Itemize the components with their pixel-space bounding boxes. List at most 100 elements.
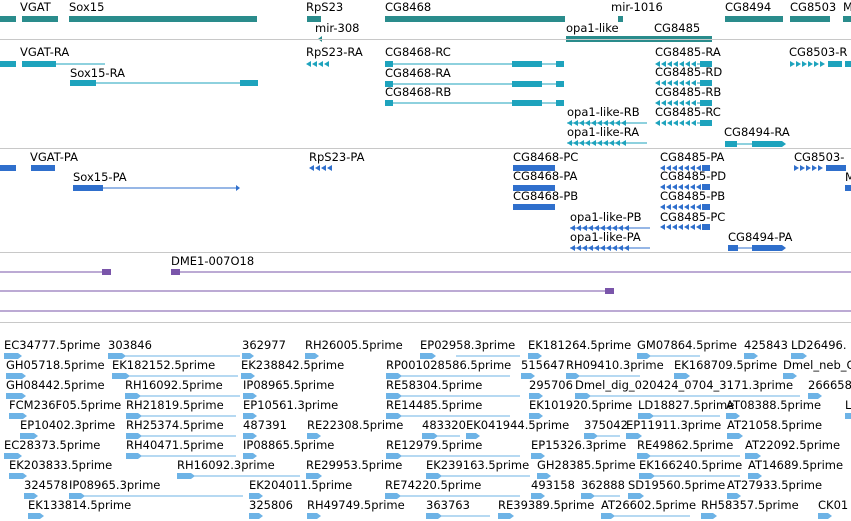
transcript-label[interactable]: CG8468-RA	[385, 66, 451, 80]
est-label[interactable]: LD26496.	[791, 338, 847, 352]
est-label[interactable]: GM07864.5prime	[637, 338, 737, 352]
est-label[interactable]: EP11911.3prime	[626, 418, 722, 432]
est-label[interactable]: RH25374.5prime	[126, 418, 224, 432]
est-label[interactable]: RH16092.5prime	[125, 378, 223, 392]
protein-label[interactable]: CG8485-PA	[660, 150, 725, 164]
gene-label[interactable]: VGAT	[20, 0, 51, 14]
est-label[interactable]: 363763	[426, 498, 470, 512]
est-label[interactable]: EK181264.5prime	[528, 338, 632, 352]
est-label[interactable]: EK182152.5prime	[112, 358, 216, 372]
est-label[interactable]: EP10402.3prime	[20, 418, 116, 432]
gene-label[interactable]: mir-1016	[611, 0, 663, 14]
protein-label[interactable]: M	[845, 170, 851, 184]
gene-label[interactable]: mir-308	[315, 21, 360, 35]
est-label[interactable]: RH21819.5prime	[126, 398, 224, 412]
est-label[interactable]: EC34777.5prime	[4, 338, 101, 352]
est-label[interactable]: GH05718.5prime	[6, 358, 105, 372]
transcript-label[interactable]: CG8485-RB	[655, 85, 722, 99]
est-label[interactable]: 425843	[744, 338, 788, 352]
est-label[interactable]: RH40471.5prime	[126, 438, 224, 452]
transcript-label[interactable]: CG8485-RC	[655, 105, 721, 119]
protein-label[interactable]: Sox15-PA	[73, 170, 127, 184]
est-label[interactable]: 362888	[581, 478, 625, 492]
protein-label[interactable]: CG8503-	[794, 150, 845, 164]
est-label[interactable]: L	[845, 398, 851, 412]
transcript-label[interactable]: RpS23-RA	[306, 45, 363, 59]
protein-label[interactable]: opa1-like-PA	[570, 230, 641, 244]
gene-label[interactable]: M	[843, 0, 851, 14]
est-label[interactable]: EK133814.5prime	[28, 498, 132, 512]
est-label[interactable]: EK166240.5prime	[639, 458, 743, 472]
transcript-label[interactable]: Sox15-RA	[70, 66, 125, 80]
est-label[interactable]: 375042	[584, 418, 628, 432]
est-label[interactable]: 303846	[108, 338, 152, 352]
est-label[interactable]: 515647	[521, 358, 565, 372]
est-label[interactable]: RE12979.5prime	[386, 438, 483, 452]
est-label[interactable]: AT26602.5prime	[601, 498, 697, 512]
est-label[interactable]: RH16092.3prime	[177, 458, 275, 472]
est-label[interactable]: RE14485.5prime	[386, 398, 483, 412]
transcript-label[interactable]: VGAT-RA	[20, 45, 70, 59]
est-label[interactable]: RE58304.5prime	[386, 378, 483, 392]
est-label[interactable]: RE29953.5prime	[306, 458, 403, 472]
protein-label[interactable]: CG8494-PA	[728, 230, 793, 244]
protein-label[interactable]: CG8485-PC	[660, 210, 726, 224]
est-label[interactable]: AT21058.5prime	[727, 418, 823, 432]
transcript-label[interactable]: CG8468-RC	[385, 45, 451, 59]
est-label[interactable]: 295706	[529, 378, 573, 392]
est-label[interactable]: SD19560.5prime	[628, 478, 726, 492]
est-label[interactable]: RH58357.5prime	[701, 498, 799, 512]
est-label[interactable]: IP08965.5prime	[243, 378, 335, 392]
est-label[interactable]: AT27933.5prime	[727, 478, 823, 492]
est-label[interactable]: EK238842.5prime	[241, 358, 345, 372]
est-label[interactable]: 266658	[808, 378, 851, 392]
protein-label[interactable]: CG8485-PB	[660, 189, 726, 203]
est-label[interactable]: 324578	[24, 478, 68, 492]
est-label[interactable]: IP08965.3prime	[69, 478, 161, 492]
est-label[interactable]: EC28373.5prime	[4, 438, 101, 452]
protein-label[interactable]: opa1-like-PB	[570, 210, 642, 224]
transcript-label[interactable]: opa1-like-RB	[567, 105, 640, 119]
est-label[interactable]: EP02958.3prime	[420, 338, 516, 352]
est-label[interactable]: 483320	[422, 418, 466, 432]
est-label[interactable]: 487391	[243, 418, 287, 432]
est-label[interactable]: GH08442.5prime	[6, 378, 105, 392]
est-label[interactable]: CK01	[818, 498, 849, 512]
est-label[interactable]: GH28385.5prime	[537, 458, 636, 472]
est-label[interactable]: EK204011.5prime	[249, 478, 353, 492]
est-label[interactable]: AT14689.5prime	[748, 458, 844, 472]
est-label[interactable]: EK239163.5prime	[426, 458, 530, 472]
est-label[interactable]: EK168709.5prime	[674, 358, 778, 372]
protein-label[interactable]: CG8468-PC	[513, 150, 579, 164]
protein-label[interactable]: VGAT-PA	[30, 150, 78, 164]
est-label[interactable]: EK041944.5prime	[466, 418, 570, 432]
gene-label[interactable]: opa1-like	[566, 21, 619, 35]
transcript-label[interactable]: CG8485-RD	[655, 65, 723, 79]
est-label[interactable]: RP001028586.5prime	[386, 358, 512, 372]
est-label[interactable]: AT08388.5prime	[726, 398, 822, 412]
est-label[interactable]: EP10561.3prime	[243, 398, 339, 412]
est-label[interactable]: 362977	[242, 338, 286, 352]
transcript-label[interactable]: opa1-like-RA	[567, 125, 640, 139]
est-label[interactable]: AT22092.5prime	[745, 438, 841, 452]
gene-label[interactable]: Sox15	[69, 0, 105, 14]
est-label[interactable]: Dmel_dig_020424_0704_3171.3prime	[575, 378, 794, 392]
est-label[interactable]: RH09410.3prime	[566, 358, 664, 372]
est-label[interactable]: Dmel_neb_C	[783, 358, 851, 372]
est-label[interactable]: RE39389.5prime	[498, 498, 595, 512]
gene-label[interactable]: CG8503	[790, 0, 837, 14]
alignment-label[interactable]: DME1-007O18	[171, 254, 255, 268]
est-label[interactable]: 493158	[531, 478, 575, 492]
est-label[interactable]: RE22308.5prime	[307, 418, 404, 432]
est-label[interactable]: EK203833.5prime	[9, 458, 113, 472]
est-label[interactable]: RH26005.5prime	[305, 338, 403, 352]
transcript-label[interactable]: CG8468-RB	[385, 85, 452, 99]
gene-label[interactable]: CG8485	[654, 21, 701, 35]
est-label[interactable]: EK101920.5prime	[529, 398, 633, 412]
est-label[interactable]: 325806	[249, 498, 293, 512]
protein-label[interactable]: CG8468-PA	[513, 169, 578, 183]
protein-label[interactable]: RpS23-PA	[309, 150, 365, 164]
est-label[interactable]: IP08865.5prime	[243, 438, 335, 452]
est-label[interactable]: LD18827.5prime	[638, 398, 735, 412]
protein-label[interactable]: CG8468-PB	[513, 189, 579, 203]
